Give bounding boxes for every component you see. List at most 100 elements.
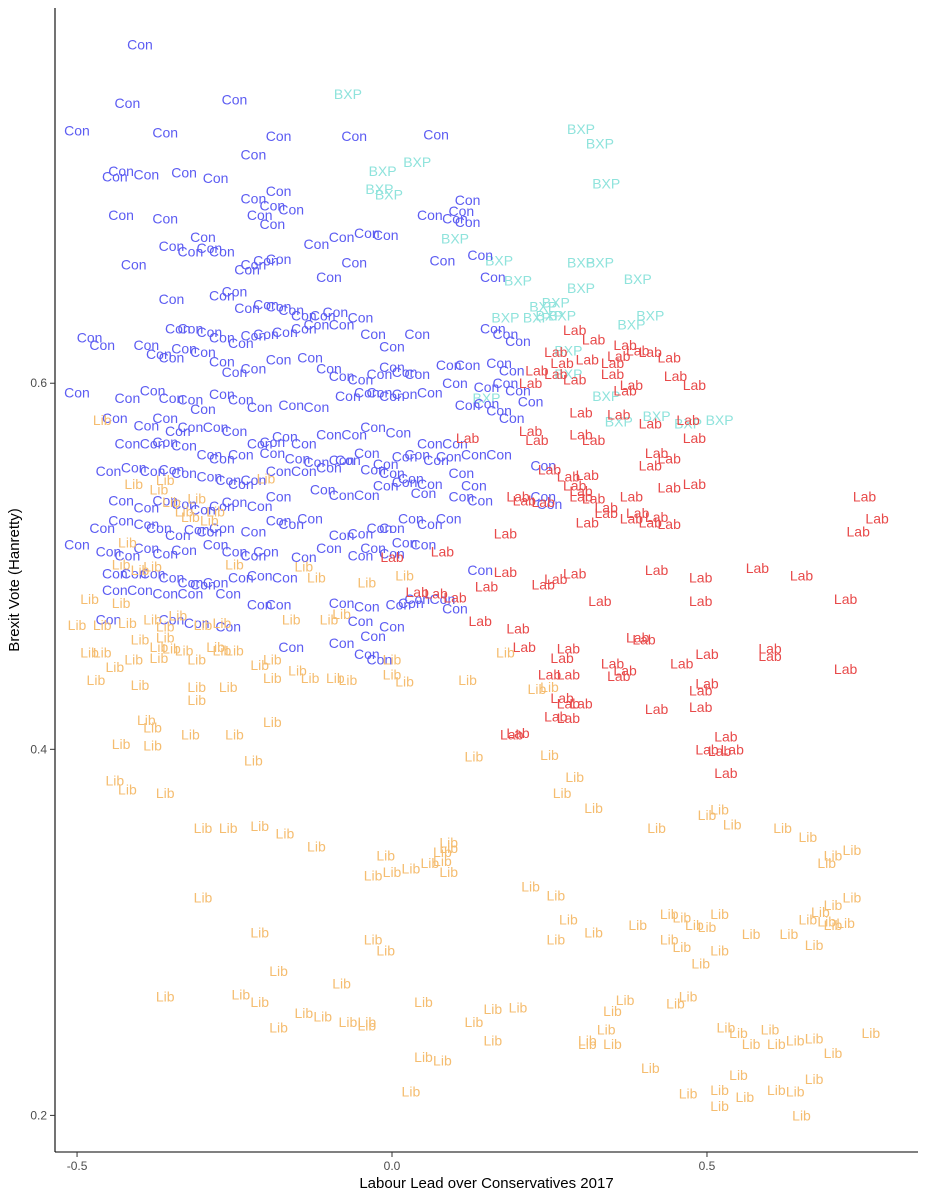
point-label-con: Con bbox=[222, 284, 248, 300]
point-label-lib: Lib bbox=[357, 1018, 376, 1034]
point-label-lab: Lab bbox=[683, 430, 707, 446]
point-label-lib: Lib bbox=[811, 904, 830, 920]
point-label-con: Con bbox=[367, 520, 393, 536]
point-label-lab: Lab bbox=[865, 511, 889, 527]
point-label-con: Con bbox=[360, 419, 386, 435]
point-label-con: Con bbox=[127, 582, 153, 598]
point-label-con: Con bbox=[316, 459, 342, 475]
point-label-con: Con bbox=[436, 511, 462, 527]
point-label-bxp: BXP bbox=[365, 181, 393, 197]
point-label-lab: Lab bbox=[519, 423, 543, 439]
point-label-con: Con bbox=[89, 337, 115, 353]
point-label-con: Con bbox=[379, 546, 405, 562]
point-label-lib: Lib bbox=[710, 802, 729, 818]
point-label-con: Con bbox=[259, 445, 285, 461]
point-label-con: Con bbox=[241, 361, 267, 377]
point-label-lib: Lib bbox=[194, 890, 213, 906]
point-label-lab: Lab bbox=[714, 765, 738, 781]
point-label-bxp: BXP bbox=[636, 308, 664, 324]
point-label-con: Con bbox=[348, 372, 374, 388]
point-label-lib: Lib bbox=[93, 617, 112, 633]
point-label-lab: Lab bbox=[595, 505, 619, 521]
point-label-lib: Lib bbox=[93, 412, 112, 428]
point-label-lab: Lab bbox=[557, 666, 581, 682]
point-label-lab: Lab bbox=[475, 578, 499, 594]
point-label-con: Con bbox=[266, 251, 292, 267]
point-label-lib: Lib bbox=[231, 987, 250, 1003]
point-label-con: Con bbox=[102, 410, 128, 426]
point-label-con: Con bbox=[499, 362, 525, 378]
point-label-con: Con bbox=[291, 308, 317, 324]
point-label-lab: Lab bbox=[569, 696, 593, 712]
point-label-lab: Lab bbox=[834, 661, 858, 677]
point-label-lib: Lib bbox=[156, 472, 175, 488]
point-label-lab: Lab bbox=[525, 362, 549, 378]
point-label-lab: Lab bbox=[563, 566, 587, 582]
point-label-lib: Lib bbox=[861, 1025, 880, 1041]
point-label-lib: Lib bbox=[584, 800, 603, 816]
point-label-lib: Lib bbox=[691, 956, 710, 972]
point-label-con: Con bbox=[64, 536, 90, 552]
point-label-con: Con bbox=[222, 423, 248, 439]
point-label-con: Con bbox=[310, 308, 336, 324]
point-label-con: Con bbox=[392, 474, 418, 490]
point-label-lib: Lib bbox=[339, 1014, 358, 1030]
point-label-lib: Lib bbox=[194, 820, 213, 836]
point-label-lib: Lib bbox=[578, 1036, 597, 1052]
point-label-con: Con bbox=[196, 447, 222, 463]
point-label-con: Con bbox=[159, 461, 185, 477]
point-label-con: Con bbox=[467, 562, 493, 578]
point-label-lib: Lib bbox=[124, 652, 143, 668]
point-label-con: Con bbox=[133, 167, 159, 183]
point-label-con: Con bbox=[196, 469, 222, 485]
point-label-lib: Lib bbox=[112, 736, 131, 752]
point-label-lib: Lib bbox=[824, 848, 843, 864]
point-label-con: Con bbox=[354, 487, 380, 503]
point-label-con: Con bbox=[278, 397, 304, 413]
point-label-con: Con bbox=[165, 527, 191, 543]
point-label-con: Con bbox=[436, 357, 462, 373]
point-label-lib: Lib bbox=[143, 719, 162, 735]
point-label-lib: Lib bbox=[282, 611, 301, 627]
point-label-con: Con bbox=[64, 123, 90, 139]
point-label-con: Con bbox=[215, 472, 241, 488]
point-label-lib: Lib bbox=[225, 556, 244, 572]
point-label-lab: Lab bbox=[626, 630, 650, 646]
point-label-con: Con bbox=[241, 190, 267, 206]
point-label-con: Con bbox=[530, 458, 556, 474]
point-label-con: Con bbox=[102, 168, 128, 184]
point-label-con: Con bbox=[215, 586, 241, 602]
point-label-con: Con bbox=[417, 384, 443, 400]
point-label-bxp: BXP bbox=[586, 254, 614, 270]
point-label-con: Con bbox=[467, 492, 493, 508]
point-label-con: Con bbox=[310, 481, 336, 497]
point-label-con: Con bbox=[354, 225, 380, 241]
point-label-con: Con bbox=[379, 339, 405, 355]
point-label-con: Con bbox=[455, 214, 481, 230]
point-label-lib: Lib bbox=[546, 932, 565, 948]
point-label-con: Con bbox=[266, 128, 292, 144]
point-label-lib: Lib bbox=[843, 890, 862, 906]
point-label-lab: Lab bbox=[695, 675, 719, 691]
point-label-lab: Lab bbox=[494, 564, 518, 580]
point-label-lib: Lib bbox=[465, 1014, 484, 1030]
point-label-con: Con bbox=[133, 516, 159, 532]
point-label-con: Con bbox=[329, 452, 355, 468]
point-label-lib: Lib bbox=[357, 575, 376, 591]
point-label-lab: Lab bbox=[689, 699, 713, 715]
point-label-lib: Lib bbox=[458, 672, 477, 688]
point-label-con: Con bbox=[297, 350, 323, 366]
point-label-lab: Lab bbox=[538, 461, 562, 477]
point-label-con: Con bbox=[190, 344, 216, 360]
point-label-con: Con bbox=[102, 566, 128, 582]
point-label-con: Con bbox=[367, 652, 393, 668]
point-label-bxp: BXP bbox=[554, 366, 582, 382]
point-label-con: Con bbox=[115, 436, 141, 452]
point-label-lab: Lab bbox=[607, 348, 631, 364]
point-label-con: Con bbox=[455, 192, 481, 208]
point-label-lab: Lab bbox=[532, 494, 556, 510]
point-label-con: Con bbox=[178, 419, 204, 435]
point-label-con: Con bbox=[159, 569, 185, 585]
point-label-lib: Lib bbox=[213, 615, 232, 631]
